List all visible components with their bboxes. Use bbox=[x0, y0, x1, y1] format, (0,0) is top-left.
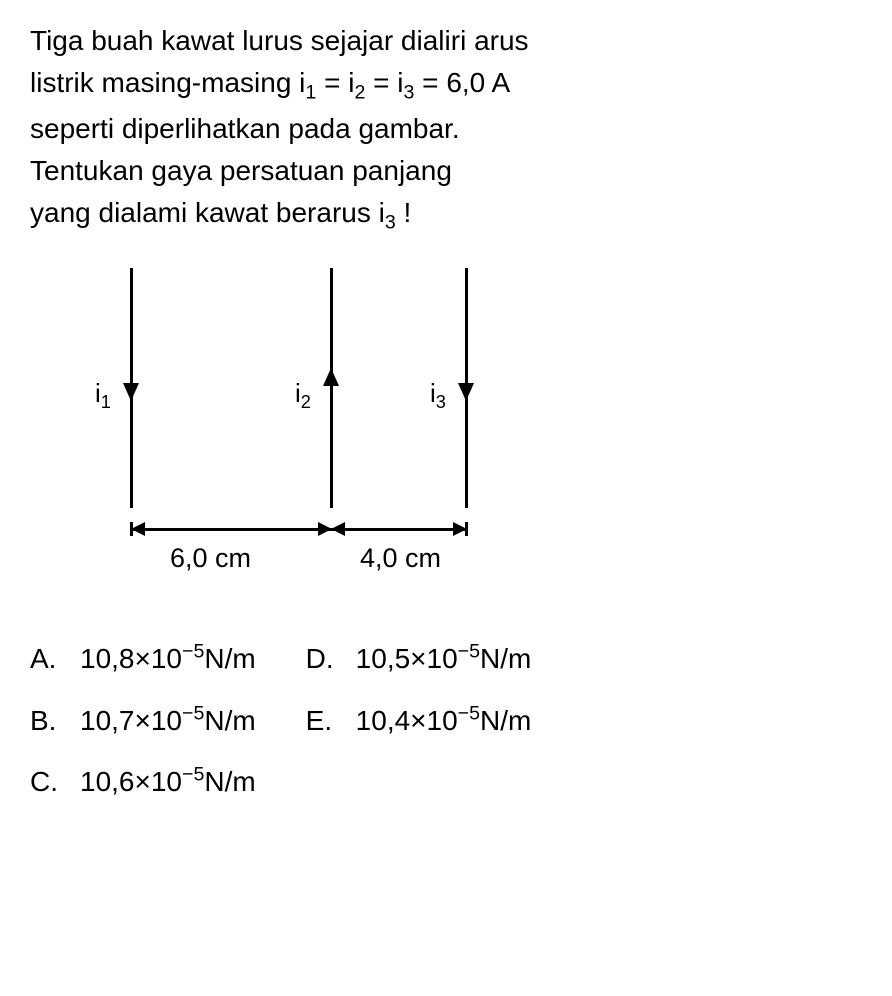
dim-line-2 bbox=[330, 528, 465, 531]
wire-1-arrow bbox=[123, 383, 139, 401]
option-e-value: 10,4×10−5N/m bbox=[356, 690, 532, 752]
wire-2-label: i2 bbox=[295, 378, 311, 413]
line3: seperti diperlihatkan pada gambar. bbox=[30, 113, 460, 144]
line5-pre: yang dialami kawat berarus bbox=[30, 197, 379, 228]
options-list: A. 10,8×10−5N/m D. 10,5×10−5N/m B. 10,7×… bbox=[30, 628, 862, 813]
wire-1-label: i1 bbox=[95, 378, 111, 413]
wire-2 bbox=[330, 268, 333, 508]
dim-2-label: 4,0 cm bbox=[360, 543, 441, 574]
option-e-letter: E. bbox=[306, 690, 356, 752]
equation: i1 = i2 = i3 = 6,0 A bbox=[299, 67, 510, 98]
option-b-letter: B. bbox=[30, 690, 80, 752]
line5-post: ! bbox=[404, 197, 412, 228]
dim2-arrow-right bbox=[453, 522, 467, 536]
wire-2-arrow bbox=[323, 368, 339, 386]
dim-line-1 bbox=[130, 528, 330, 531]
line4: Tentukan gaya persatuan panjang bbox=[30, 155, 452, 186]
dim2-arrow-left bbox=[331, 522, 345, 536]
option-a-value: 10,8×10−5N/m bbox=[80, 628, 256, 690]
line2-pre: listrik masing-masing bbox=[30, 67, 299, 98]
dim1-arrow-left bbox=[131, 522, 145, 536]
option-d-value: 10,5×10−5N/m bbox=[356, 628, 532, 690]
line5-var: i3 bbox=[379, 197, 396, 228]
option-c-value: 10,6×10−5N/m bbox=[80, 751, 256, 813]
option-b-value: 10,7×10−5N/m bbox=[80, 690, 256, 752]
option-b: B. 10,7×10−5N/m bbox=[30, 690, 256, 752]
option-c: C. 10,6×10−5N/m bbox=[30, 751, 256, 813]
line1: Tiga buah kawat lurus sejajar dialiri ar… bbox=[30, 25, 529, 56]
option-a-letter: A. bbox=[30, 628, 80, 690]
option-a: A. 10,8×10−5N/m bbox=[30, 628, 256, 690]
option-d: D. 10,5×10−5N/m bbox=[306, 628, 532, 690]
option-d-letter: D. bbox=[306, 628, 356, 690]
wire-3-arrow bbox=[458, 383, 474, 401]
problem-text: Tiga buah kawat lurus sejajar dialiri ar… bbox=[30, 20, 862, 238]
dim-1-label: 6,0 cm bbox=[170, 543, 251, 574]
wire-diagram: i1 i2 i3 6,0 cm 4,0 cm bbox=[70, 268, 570, 588]
option-e: E. 10,4×10−5N/m bbox=[306, 690, 532, 752]
option-c-letter: C. bbox=[30, 751, 80, 813]
wire-3-label: i3 bbox=[430, 378, 446, 413]
